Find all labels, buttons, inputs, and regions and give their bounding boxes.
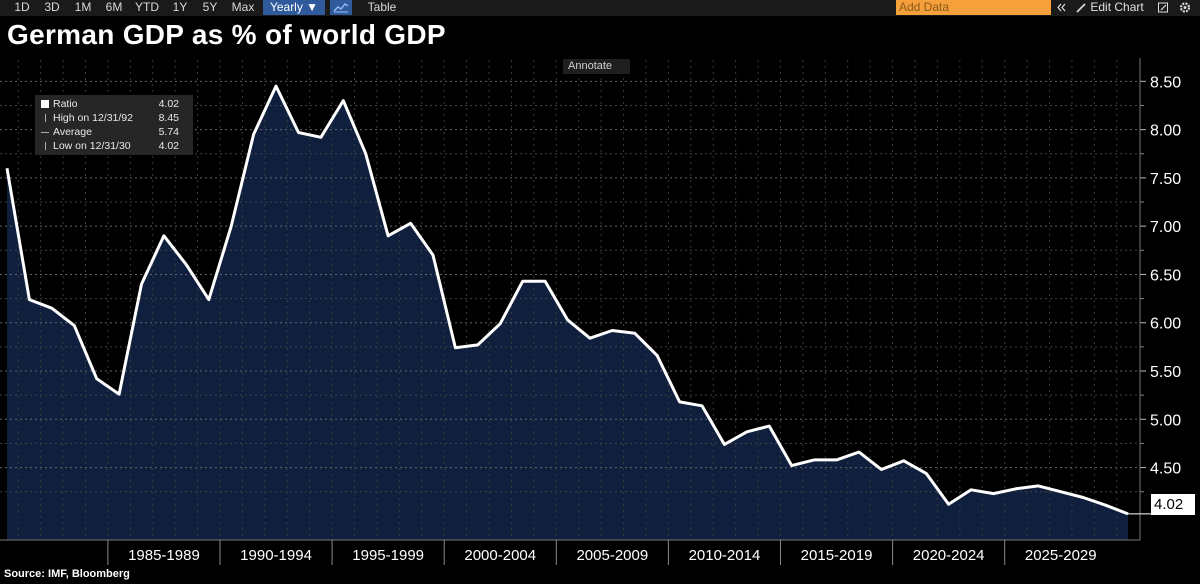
table-button[interactable]: Table <box>367 0 397 14</box>
annotate-label: Annotate <box>568 60 613 72</box>
y-tick-label: 7.00 <box>1150 219 1181 236</box>
y-tick-label: 5.00 <box>1150 412 1181 429</box>
range-1y-button[interactable]: 1Y <box>172 0 188 14</box>
range-5y-button[interactable]: 5Y <box>202 0 218 14</box>
range-1m-button[interactable]: 1M <box>74 0 92 14</box>
x-tick-label: 1985-1989 <box>128 547 200 564</box>
legend-high-label: High on 12/31/92 <box>53 112 133 124</box>
ratio-swatch-icon <box>41 100 49 108</box>
legend-ratio-label: Ratio <box>53 98 78 110</box>
period-dropdown[interactable]: Yearly ▼ <box>263 0 325 15</box>
legend-high: High on 12/31/92 8.45 <box>39 111 189 125</box>
annotate-button[interactable]: Annotate <box>563 59 630 74</box>
legend-average: Average 5.74 <box>39 125 189 139</box>
expand-icon[interactable] <box>1157 0 1169 15</box>
chart-area: 4.50 5.00 5.50 6.00 6.50 7.00 7.50 8.00 8.50 1985… <box>0 58 1181 565</box>
range-6m-button[interactable]: 6M <box>105 0 123 14</box>
y-tick-label: 8.00 <box>1150 123 1181 140</box>
average-marker-icon <box>41 132 49 133</box>
toolbar: 1D 3D 1M 6M YTD 1Y 5Y Max Yearly ▼ Table… <box>0 0 1200 16</box>
y-tick-label: 7.50 <box>1150 171 1181 188</box>
source-note: Source: IMF, Bloomberg <box>4 568 130 580</box>
legend-ratio-value: 4.02 <box>158 98 179 110</box>
pencil-icon <box>1076 3 1086 13</box>
high-marker-icon <box>45 114 46 122</box>
gear-icon[interactable] <box>1178 0 1192 15</box>
edit-chart-label: Edit Chart <box>1090 0 1144 14</box>
legend-ratio: Ratio 4.02 <box>39 97 189 111</box>
last-value-label: 4.02 <box>1151 494 1195 515</box>
low-marker-icon <box>45 142 46 150</box>
y-tick-label: 5.50 <box>1150 364 1181 381</box>
legend-high-value: 8.45 <box>158 112 179 124</box>
add-data-input[interactable]: Add Data <box>896 0 1051 15</box>
x-tick-label: 1990-1994 <box>240 547 312 564</box>
legend-low: Low on 12/31/30 4.02 <box>39 139 189 153</box>
range-max-button[interactable]: Max <box>231 0 255 14</box>
x-tick-label: 2025-2029 <box>1025 547 1097 564</box>
legend-low-label: Low on 12/31/30 <box>53 140 131 152</box>
y-tick-label: 6.00 <box>1150 316 1181 333</box>
legend-low-value: 4.02 <box>158 140 179 152</box>
legend-average-value: 5.74 <box>158 126 179 138</box>
chart-type-button[interactable] <box>330 0 352 15</box>
legend-average-label: Average <box>53 126 92 138</box>
y-tick-label: 4.50 <box>1150 461 1181 478</box>
range-3d-button[interactable]: 3D <box>44 0 60 14</box>
range-ytd-button[interactable]: YTD <box>135 0 159 14</box>
x-tick-label: 2020-2024 <box>913 547 985 564</box>
series-line <box>5 84 1129 516</box>
range-1d-button[interactable]: 1D <box>14 0 30 14</box>
legend: Ratio 4.02 High on 12/31/92 8.45 Average… <box>35 95 193 155</box>
edit-chart-button[interactable]: Edit Chart <box>1075 0 1151 15</box>
x-tick-label: 2005-2009 <box>576 547 648 564</box>
x-tick-label: 2010-2014 <box>689 547 761 564</box>
double-arrow-icon[interactable] <box>1056 0 1066 15</box>
line-chart-icon <box>333 3 349 13</box>
x-tick-label: 2000-2004 <box>464 547 536 564</box>
y-tick-label: 8.50 <box>1150 74 1181 91</box>
x-tick-label: 1995-1999 <box>352 547 424 564</box>
chart-title: German GDP as % of world GDP <box>7 19 446 50</box>
x-tick-label: 2015-2019 <box>801 547 873 564</box>
y-tick-label: 6.50 <box>1150 267 1181 284</box>
